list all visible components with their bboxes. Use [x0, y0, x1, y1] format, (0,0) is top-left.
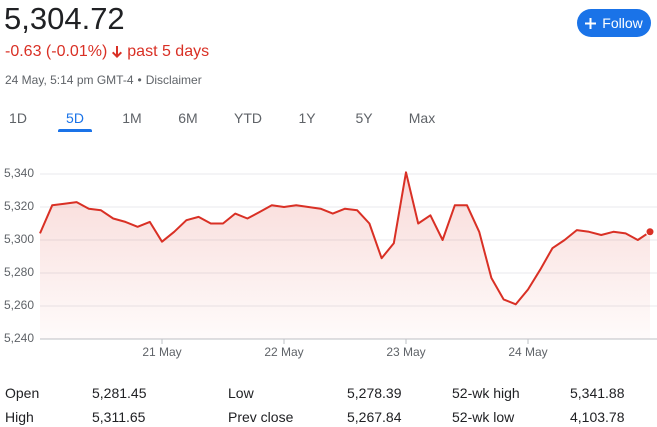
range-tab[interactable]: Max — [408, 110, 436, 126]
change: -0.63 (-0.01%) — [5, 43, 108, 60]
stat-label: 52-wk low — [452, 409, 515, 425]
current-point — [645, 227, 655, 237]
stat-label: Low — [228, 385, 254, 401]
x-tick-label: 24 May — [508, 345, 547, 359]
y-tick-label: 5,280 — [4, 265, 34, 279]
stat-label: 52-wk high — [452, 385, 520, 401]
stat-value: 5,311.65 — [92, 409, 146, 425]
area — [40, 172, 650, 339]
tab-underline — [58, 129, 92, 132]
price: 5,304.72 — [4, 1, 125, 36]
timestamp-line: 24 May, 5:14 pm GMT-4 • Disclaimer — [5, 72, 206, 88]
range-tab[interactable]: 5D — [66, 110, 84, 126]
stat-value: 5,281.45 — [92, 385, 147, 401]
timestamp: 24 May, 5:14 pm GMT-4 — [5, 73, 134, 87]
change-line: -0.63 (-0.01%) past 5 days — [5, 42, 209, 62]
separator: • — [137, 73, 142, 87]
price-line — [39, 171, 651, 306]
stat-value: 5,341.88 — [570, 385, 625, 401]
follow-label: Follow — [602, 15, 643, 31]
period: past 5 days — [127, 43, 210, 60]
range-tab[interactable]: 1D — [9, 110, 27, 126]
y-tick-label: 5,260 — [4, 298, 34, 312]
follow-button[interactable]: Follow — [577, 9, 651, 37]
range-tab[interactable]: YTD — [234, 110, 262, 126]
stat-value: 4,103.78 — [570, 409, 625, 425]
chart: 5,240 5,260 5,280 5,300 5,320 5,340 21 May 22 M… — [4, 166, 657, 359]
down-arrow — [112, 46, 123, 58]
stat-value: 5,267.84 — [347, 409, 402, 425]
stat-value: 5,278.39 — [347, 385, 402, 401]
x-tick-label: 21 May — [142, 345, 181, 359]
range-tab[interactable]: 5Y — [355, 110, 373, 126]
range-tab[interactable]: 1Y — [298, 110, 316, 126]
range-tab[interactable]: 1M — [122, 110, 142, 126]
y-tick-label: 5,300 — [4, 232, 34, 246]
stat-label: Open — [5, 385, 40, 401]
disclaimer-link[interactable]: Disclaimer — [145, 73, 202, 87]
stat-label: High — [5, 409, 34, 425]
range-tab[interactable]: 6M — [178, 110, 198, 126]
stat-label: Prev close — [228, 409, 294, 425]
x-tick-label: 23 May — [386, 345, 425, 359]
y-tick-label: 5,240 — [4, 331, 34, 345]
y-tick-label: 5,320 — [4, 199, 34, 213]
x-tick-label: 22 May — [264, 345, 303, 359]
plus-icon — [585, 17, 597, 29]
y-tick-label: 5,340 — [4, 166, 34, 180]
